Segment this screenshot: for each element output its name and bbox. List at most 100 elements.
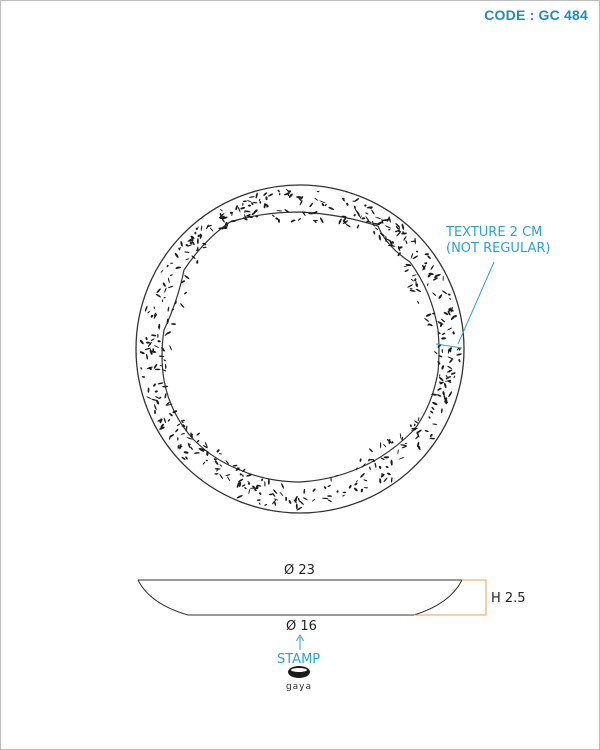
texture-speckle — [244, 210, 246, 214]
texture-speckle — [145, 337, 148, 341]
texture-speckle — [287, 190, 292, 193]
texture-speckle — [146, 396, 152, 400]
texture-speckle — [424, 430, 429, 432]
texture-speckle — [178, 247, 182, 249]
texture-speckle — [354, 482, 358, 486]
texture-speckle — [440, 318, 446, 323]
texture-speckle — [171, 308, 175, 311]
texture-speckle — [303, 488, 306, 494]
texture-speckle — [449, 297, 452, 300]
texture-speckle — [275, 217, 279, 220]
texture-speckle — [181, 424, 184, 427]
texture-speckle — [164, 331, 169, 337]
texture-speckle — [287, 192, 290, 197]
texture-speckle — [184, 291, 187, 295]
texture-speckle — [404, 442, 408, 444]
texture-speckle — [225, 474, 231, 477]
texture-speckle — [163, 359, 167, 362]
texture-speckle — [284, 209, 290, 213]
texture-speckle — [264, 504, 268, 506]
texture-speckle — [439, 323, 443, 328]
texture-speckle — [167, 285, 174, 289]
texture-speckle — [389, 239, 393, 246]
texture-speckle — [157, 333, 159, 338]
texture-speckle — [413, 423, 416, 427]
texture-speckle — [278, 192, 281, 196]
texture-speckle — [383, 456, 390, 459]
texture-speckle — [397, 229, 401, 233]
texture-speckle — [252, 201, 258, 204]
texture-speckle — [442, 391, 445, 396]
texture-speckle — [412, 255, 419, 260]
texture-speckle — [381, 218, 384, 224]
texture-speckle — [251, 202, 254, 205]
texture-speckle — [147, 387, 150, 393]
texture-speckle — [158, 326, 160, 330]
texture-speckle — [153, 383, 156, 387]
texture-speckle — [264, 203, 269, 207]
texture-speckle — [296, 196, 303, 199]
texture-speckle — [251, 212, 256, 215]
texture-speckle — [293, 499, 297, 503]
texture-speckle — [195, 227, 198, 230]
texture-speckle — [196, 247, 199, 252]
texture-speckle — [295, 503, 298, 510]
texture-speckle — [285, 496, 287, 501]
texture-speckle — [139, 339, 144, 345]
texture-speckle — [185, 258, 190, 261]
texture-speckle — [363, 479, 368, 482]
texture-speckle — [415, 288, 422, 292]
texture-speckle — [259, 492, 262, 495]
texture-speckle — [365, 212, 369, 215]
texture-speckle — [369, 206, 373, 209]
texture-speckle — [273, 501, 277, 506]
texture-speckle — [155, 396, 160, 399]
texture-speckle — [312, 488, 316, 492]
texture-speckle — [380, 473, 385, 478]
texture-speckle — [321, 497, 329, 500]
texture-speckle — [258, 502, 261, 505]
texture-speckle — [256, 484, 262, 487]
texture-speckle — [176, 423, 181, 427]
texture-speckle — [189, 241, 193, 245]
texture-speckle — [445, 399, 448, 405]
texture-speckle — [447, 365, 452, 369]
texture-speckle — [240, 206, 246, 210]
texture-speckle — [359, 458, 362, 462]
texture-speckle — [249, 487, 256, 489]
texture-speckle — [159, 426, 165, 430]
texture-speckle — [353, 214, 356, 217]
texture-speckle — [403, 235, 407, 241]
texture-speckle — [273, 489, 278, 494]
texture-speckle — [239, 473, 242, 476]
texture-speckle — [454, 314, 457, 318]
texture-speckle — [397, 449, 399, 455]
texture-speckle — [359, 215, 362, 219]
texture-speckle — [403, 265, 408, 268]
texture-speckle — [428, 323, 433, 326]
texture-speckle — [220, 209, 223, 212]
texture-speckle — [302, 497, 308, 501]
texture-speckle — [336, 490, 339, 493]
texture-speckle — [416, 431, 420, 438]
texture-speckle — [346, 202, 349, 206]
texture-speckle — [441, 337, 446, 340]
texture-speckle — [391, 441, 394, 444]
texture-speckle — [269, 493, 273, 496]
texture-speckle — [163, 296, 166, 299]
texture-speckle — [409, 289, 416, 292]
texture-speckle — [428, 416, 431, 419]
texture-speckle — [399, 432, 402, 440]
texture-speckle — [246, 474, 253, 477]
texture-speckle — [321, 203, 325, 207]
texture-speckle — [361, 217, 366, 220]
texture-speckle — [452, 331, 455, 335]
texture-speckle — [411, 240, 416, 243]
texture-speckle — [161, 369, 167, 372]
texture-speckle — [190, 446, 193, 450]
texture-speckle — [159, 365, 163, 367]
texture-speckle — [259, 201, 262, 204]
texture-speckle — [169, 434, 175, 438]
texture-speckle — [193, 452, 200, 454]
texture-speckle — [409, 288, 413, 290]
